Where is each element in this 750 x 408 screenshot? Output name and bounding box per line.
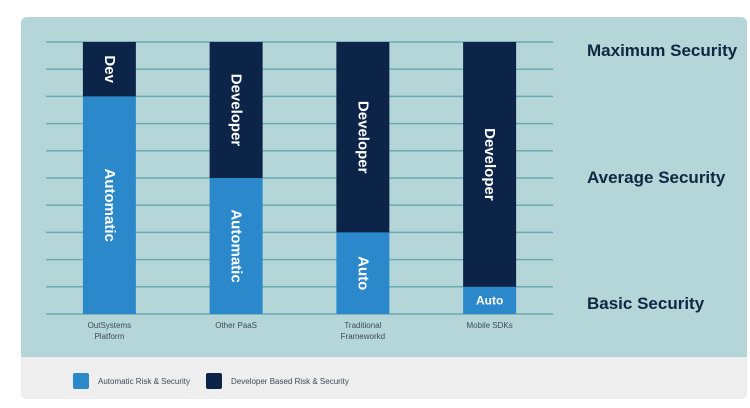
level-label-basic: Basic Security <box>587 294 705 313</box>
bar-segment-automatic <box>463 286 517 314</box>
category-label: Traditional Frameworkd <box>341 321 385 341</box>
legend-band <box>21 357 747 399</box>
level-label-average: Average Security <box>587 168 726 187</box>
bar-segment-automatic <box>209 178 263 314</box>
bar-segment-developer <box>463 42 517 287</box>
bar-segment-automatic <box>82 96 136 315</box>
bar-segment-label: Developer <box>354 101 371 174</box>
bar-segment-label: Developer <box>481 128 498 201</box>
bar-segment-label: Dev <box>101 55 118 83</box>
chart-card: Automatic Dev OutSystems Platform Automatic D… <box>21 17 747 399</box>
category-label: Other PaaS <box>215 321 257 330</box>
bar-segment-label: Developer <box>228 74 245 147</box>
legend-label-developer: Developer Based Risk & Security <box>231 376 349 386</box>
category-label: OutSystems Platform <box>88 321 132 341</box>
legend-item-developer: Developer Based Risk & Security <box>206 373 349 389</box>
legend-swatch-developer <box>206 373 222 389</box>
legend-item-automatic: Automatic Risk & Security <box>73 373 190 389</box>
category-label: Mobile SDKs <box>467 321 513 330</box>
bar-segment-developer <box>82 42 136 97</box>
bar-segment-label: Automatic <box>101 169 118 242</box>
legend-label-automatic: Automatic Risk & Security <box>98 376 191 386</box>
bar-segment-developer <box>209 42 263 178</box>
bar-segment-automatic <box>336 232 390 314</box>
bar-segment-developer <box>336 42 390 233</box>
stacked-bar-chart: Automatic Dev OutSystems Platform Automatic D… <box>46 41 553 341</box>
level-label-maximum: Maximum Security <box>587 41 738 60</box>
bar-segment-label: Automatic <box>228 209 245 282</box>
legend-swatch-automatic <box>73 373 89 389</box>
bar-segment-label: Auto <box>354 256 371 290</box>
bar-segment-label: Auto <box>476 293 503 307</box>
